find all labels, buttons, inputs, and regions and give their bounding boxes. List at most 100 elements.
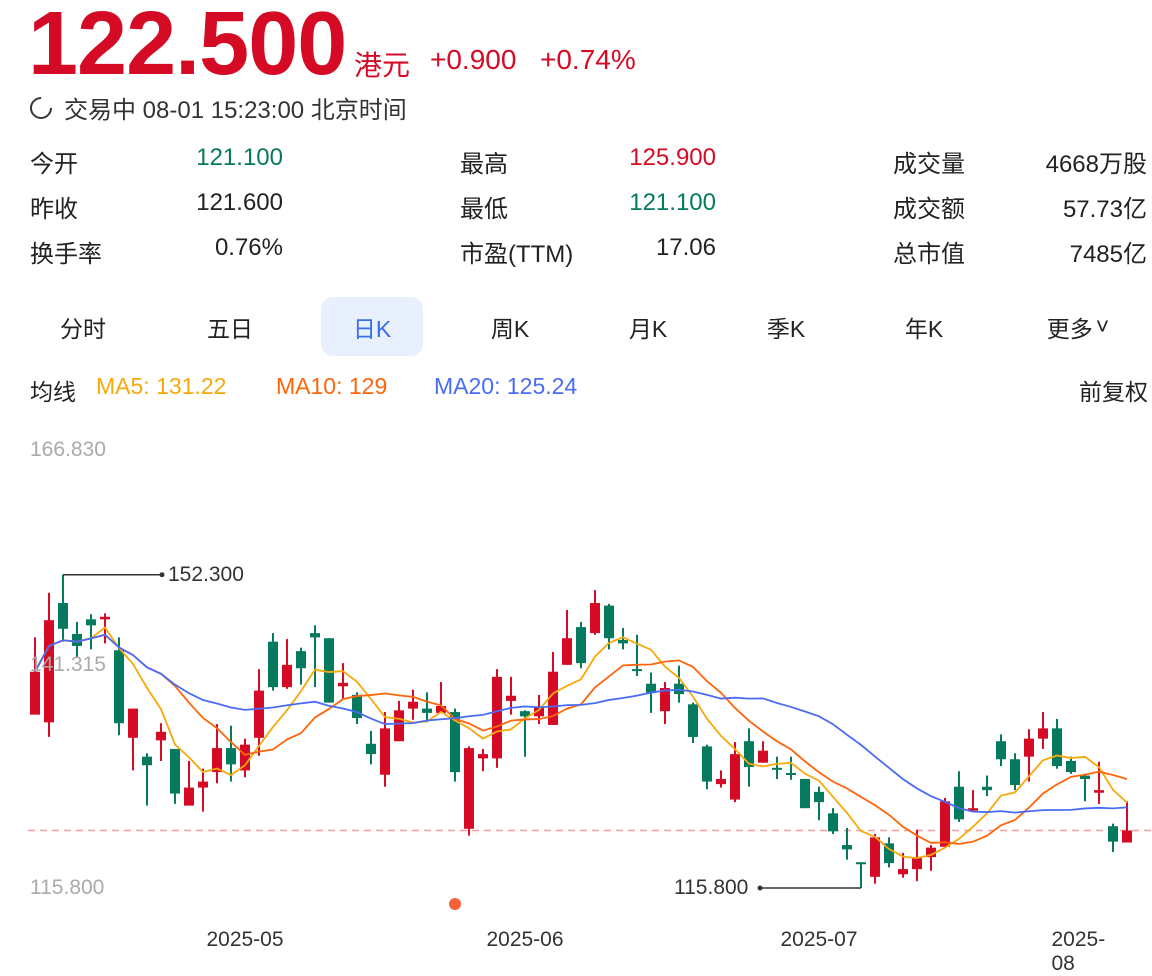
trading-status: 交易中 08-01 15:23:00 北京时间: [25, 90, 407, 125]
candle-body: [576, 627, 586, 664]
stat-value: 125.900: [629, 144, 716, 171]
stat-value: 17.06: [655, 234, 716, 261]
candle-body: [30, 671, 40, 715]
stat-value: 0.76%: [214, 234, 283, 261]
candle-body: [492, 676, 502, 759]
status-text: 交易中 08-01 15:23:00 北京时间: [64, 97, 407, 124]
stat-label: 成交额: [893, 196, 965, 223]
candle-body: [954, 786, 964, 820]
candle-body: [450, 712, 460, 773]
tab-6[interactable]: 年K: [873, 297, 975, 356]
stat-label: 成交量: [893, 151, 965, 178]
low-marker-label: 115.800: [674, 876, 749, 899]
candle-body: [730, 754, 740, 800]
candle-body: [282, 664, 292, 688]
currency: 港元: [354, 50, 411, 81]
stat-value: 121.100: [629, 189, 716, 216]
stat-label: 总市值: [893, 241, 965, 268]
ma10-legend: MA10: 129: [276, 373, 388, 399]
stat-label: 市盈(TTM): [460, 241, 574, 268]
tab-4[interactable]: 月K: [597, 297, 699, 356]
candle-body: [800, 778, 810, 809]
tab-0[interactable]: 分时: [32, 297, 134, 356]
x-tick-label: 2025-08: [1051, 928, 1106, 975]
ma5-legend: MA5: 131.22: [96, 373, 227, 399]
stat-value: 4668万股: [1045, 151, 1147, 178]
chevron-down-icon: ˅: [1095, 313, 1110, 339]
tab-label: 月K: [628, 315, 668, 342]
candle-body: [772, 767, 782, 770]
candle-body: [310, 633, 320, 638]
ma20-line: [34, 633, 1128, 814]
candle-body: [156, 731, 166, 741]
candle-body: [758, 750, 768, 763]
stat-label: 昨收: [30, 196, 78, 223]
candle-body: [352, 694, 362, 719]
event-marker-dot: [449, 898, 461, 910]
candle-body: [324, 638, 334, 703]
adjust-selector[interactable]: 前复权: [1079, 379, 1148, 405]
candle-body: [716, 778, 726, 785]
ma5-line: [34, 626, 1128, 860]
candle-body: [142, 756, 152, 766]
candle-body: [1094, 790, 1104, 793]
candle-body: [562, 638, 572, 665]
candle-body: [744, 741, 754, 767]
candle-body: [618, 639, 628, 644]
candle-body: [268, 641, 278, 688]
candle-body: [786, 772, 796, 775]
candle-body: [912, 857, 922, 870]
ma20-legend: MA20: 125.24: [434, 373, 578, 399]
candle-body: [1052, 728, 1062, 767]
price-change-percent: +0.74%: [540, 44, 636, 75]
candle-body: [884, 843, 894, 864]
x-tick-label: 2025-05: [206, 928, 284, 951]
candle-body: [1122, 830, 1132, 843]
tab-2[interactable]: 日K: [321, 297, 423, 356]
candle-body: [1024, 738, 1034, 757]
candle-body: [366, 743, 376, 755]
candle-body: [1038, 728, 1048, 739]
candle-body: [422, 708, 432, 713]
candle-body: [632, 669, 642, 672]
tab-1[interactable]: 五日: [179, 297, 281, 356]
candle-body: [506, 695, 516, 701]
candle-body: [184, 787, 194, 806]
stat-label: 最低: [460, 196, 508, 223]
stat-value: 121.100: [196, 144, 283, 171]
tab-5[interactable]: 季K: [735, 297, 837, 356]
candle-body: [968, 808, 978, 811]
stat-label: 最高: [460, 151, 508, 178]
candle-body: [478, 754, 488, 759]
x-tick-label: 2025-07: [780, 928, 858, 951]
tab-7[interactable]: 更多 ˅: [1027, 297, 1129, 356]
candle-body: [394, 710, 404, 742]
high-marker-dot: [159, 572, 165, 578]
candle-body: [828, 813, 838, 832]
price-change: +0.900: [430, 44, 517, 75]
ma-legend-title: 均线: [30, 379, 76, 405]
current-price: 122.500: [28, 0, 347, 94]
candle-body: [198, 781, 208, 788]
tab-label: 季K: [766, 315, 806, 342]
low-marker-dot: [757, 885, 763, 891]
stat-label: 换手率: [30, 241, 102, 268]
candle-body: [702, 746, 712, 782]
candle-body: [100, 616, 110, 620]
candle-body: [982, 786, 992, 791]
candle-body: [170, 748, 180, 794]
tab-3[interactable]: 周K: [459, 297, 561, 356]
candle-body: [254, 690, 264, 738]
candle-body: [590, 603, 600, 634]
candle-body: [380, 728, 390, 775]
candle-body: [338, 682, 348, 687]
candle-body: [814, 791, 824, 803]
candle-body: [646, 683, 656, 694]
candle-body: [1108, 826, 1118, 842]
candle-body: [128, 708, 138, 738]
candle-body: [114, 650, 124, 724]
candle-body: [464, 748, 474, 829]
stat-value: 121.600: [196, 189, 283, 216]
candle-body: [926, 847, 936, 858]
